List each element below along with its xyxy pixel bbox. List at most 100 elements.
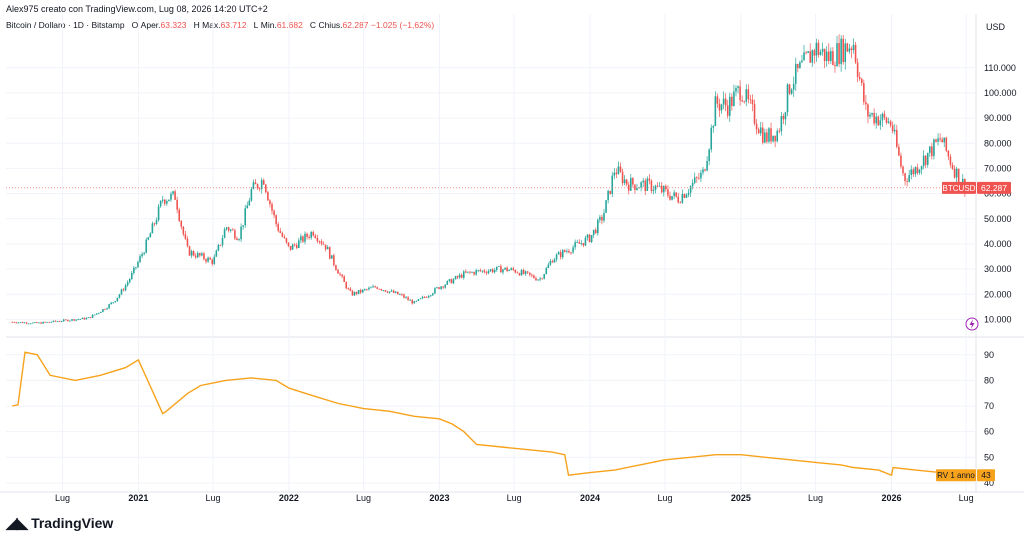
price-candle[interactable] (768, 126, 770, 144)
price-candle[interactable] (908, 169, 910, 183)
price-candle[interactable] (871, 112, 873, 118)
price-candle[interactable] (745, 84, 748, 107)
price-candle[interactable] (318, 240, 321, 245)
price-candle[interactable] (310, 230, 312, 240)
price-candle[interactable] (444, 283, 447, 289)
price-candle[interactable] (663, 185, 665, 197)
price-candle[interactable] (223, 227, 226, 239)
price-candle[interactable] (522, 268, 525, 275)
price-candle[interactable] (345, 281, 348, 290)
price-candle[interactable] (658, 182, 661, 187)
price-candle[interactable] (881, 112, 884, 127)
price-candle[interactable] (846, 42, 849, 53)
price-candle[interactable] (343, 274, 345, 282)
price-candle[interactable] (516, 271, 519, 274)
price-candle[interactable] (234, 228, 236, 240)
price-candle[interactable] (52, 320, 55, 323)
price-candle[interactable] (801, 54, 803, 64)
price-candle[interactable] (926, 152, 929, 168)
price-candle[interactable] (640, 180, 642, 192)
price-candle[interactable] (865, 95, 867, 111)
price-candle[interactable] (376, 286, 378, 290)
price-candle[interactable] (48, 321, 51, 323)
price-candle[interactable] (712, 124, 715, 133)
price-candle[interactable] (586, 233, 589, 241)
price-candle[interactable] (366, 288, 368, 291)
price-candle[interactable] (126, 280, 129, 287)
price-candle[interactable] (493, 267, 496, 274)
price-candle[interactable] (120, 288, 123, 296)
price-candle[interactable] (479, 268, 482, 273)
price-candle[interactable] (531, 273, 533, 278)
price-candle[interactable] (491, 268, 494, 274)
price-candle[interactable] (827, 43, 830, 65)
price-candle[interactable] (561, 248, 564, 260)
price-candle[interactable] (242, 225, 244, 230)
price-candle[interactable] (644, 178, 647, 196)
price-candle[interactable] (898, 143, 900, 157)
price-candle[interactable] (215, 249, 218, 257)
price-candle[interactable] (370, 286, 372, 289)
price-candle[interactable] (685, 193, 688, 199)
price-candle[interactable] (797, 63, 799, 73)
price-candle[interactable] (281, 231, 284, 238)
price-candle[interactable] (240, 223, 242, 242)
price-candle[interactable] (106, 307, 108, 310)
price-candle[interactable] (91, 314, 94, 319)
price-candle[interactable] (749, 95, 752, 104)
price-candle[interactable] (450, 278, 453, 284)
price-candle[interactable] (399, 293, 401, 296)
price-candle[interactable] (929, 146, 931, 158)
price-candle[interactable] (452, 278, 455, 285)
price-candle[interactable] (720, 103, 723, 114)
price-candle[interactable] (469, 270, 471, 275)
price-candle[interactable] (147, 236, 150, 241)
price-candle[interactable] (417, 298, 420, 302)
price-candle[interactable] (199, 252, 201, 258)
price-candle[interactable] (172, 190, 174, 196)
price-pane[interactable] (6, 34, 976, 325)
price-candle[interactable] (62, 318, 65, 322)
price-candle[interactable] (207, 256, 209, 263)
price-candle[interactable] (316, 234, 319, 244)
price-candle[interactable] (50, 321, 53, 323)
price-candle[interactable] (836, 35, 838, 67)
price-candle[interactable] (751, 94, 754, 112)
price-candle[interactable] (454, 275, 457, 280)
price-candle[interactable] (708, 148, 710, 166)
price-candle[interactable] (65, 319, 67, 321)
price-candle[interactable] (780, 111, 783, 136)
price-candle[interactable] (564, 249, 566, 253)
price-candle[interactable] (364, 288, 366, 292)
price-candle[interactable] (456, 275, 459, 280)
price-candle[interactable] (337, 268, 339, 274)
price-candle[interactable] (642, 177, 644, 187)
price-candle[interactable] (535, 276, 537, 281)
price-candle[interactable] (25, 321, 28, 325)
price-candle[interactable] (149, 232, 152, 238)
price-candle[interactable] (17, 322, 20, 324)
price-candle[interactable] (21, 321, 24, 324)
price-candle[interactable] (213, 254, 216, 265)
price-candle[interactable] (625, 179, 628, 187)
price-candle[interactable] (788, 83, 791, 96)
price-candle[interactable] (188, 245, 191, 256)
price-candle[interactable] (137, 260, 139, 269)
price-candle[interactable] (434, 287, 436, 295)
price-candle[interactable] (654, 184, 657, 194)
price-candle[interactable] (863, 79, 865, 106)
price-candle[interactable] (238, 238, 240, 242)
price-candle[interactable] (856, 58, 859, 83)
price-candle[interactable] (104, 308, 106, 310)
price-candle[interactable] (374, 285, 376, 288)
price-candle[interactable] (710, 124, 713, 153)
price-candle[interactable] (691, 179, 694, 190)
price-candle[interactable] (326, 245, 329, 250)
price-candle[interactable] (902, 165, 904, 176)
price-candle[interactable] (384, 289, 387, 292)
price-candle[interactable] (508, 269, 510, 272)
price-candle[interactable] (860, 77, 863, 86)
price-candle[interactable] (229, 228, 232, 233)
price-candle[interactable] (574, 239, 576, 250)
price-candle[interactable] (60, 320, 63, 323)
